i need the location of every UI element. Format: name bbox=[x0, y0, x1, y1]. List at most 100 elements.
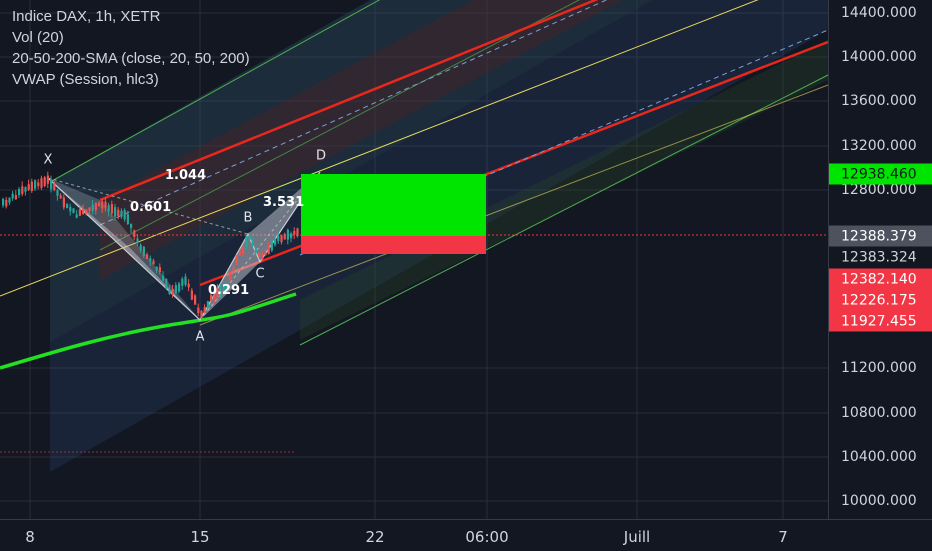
candle-body bbox=[94, 202, 97, 211]
candle-body bbox=[50, 179, 53, 190]
candle-body bbox=[274, 238, 277, 245]
candle-body bbox=[149, 258, 152, 262]
candle-body bbox=[126, 214, 129, 225]
point-d-label: D bbox=[315, 148, 327, 164]
price-scale[interactable]: 14400.000 14000.000 13600.000 13200.000 … bbox=[828, 0, 932, 519]
candle-body bbox=[251, 239, 254, 246]
candle-body bbox=[267, 245, 270, 255]
candle-body bbox=[91, 204, 94, 211]
candlesticks bbox=[2, 171, 299, 321]
ratio-label-4: 0.291 bbox=[208, 283, 250, 298]
candle-body bbox=[98, 202, 101, 207]
candle-body bbox=[133, 230, 136, 237]
candle-body bbox=[136, 238, 139, 244]
price-tag-sma: 11927.455 bbox=[829, 310, 932, 332]
candle-body bbox=[219, 288, 222, 298]
time-tick: 15 bbox=[190, 528, 210, 546]
candle-body bbox=[82, 208, 85, 215]
candle-body bbox=[62, 197, 65, 208]
price-tick: 14000.000 bbox=[841, 49, 917, 65]
candle-body bbox=[168, 289, 171, 294]
target-zone[interactable] bbox=[301, 174, 486, 236]
candle-body bbox=[8, 197, 11, 203]
candle-body bbox=[142, 246, 145, 257]
point-x-label: X bbox=[43, 152, 53, 168]
candle-body bbox=[270, 240, 273, 251]
price-tag-sma: 12382.140 bbox=[829, 268, 932, 290]
candle-body bbox=[117, 209, 120, 216]
candle-body bbox=[222, 285, 225, 291]
candle-body bbox=[296, 228, 299, 237]
candle-body bbox=[11, 193, 14, 199]
candle-body bbox=[226, 283, 229, 289]
candle-body bbox=[178, 283, 181, 292]
candle-body bbox=[254, 248, 257, 253]
candle-body bbox=[155, 266, 158, 271]
candle-body bbox=[152, 260, 155, 265]
candle-body bbox=[85, 209, 88, 214]
candle-body bbox=[200, 310, 203, 318]
candle-body bbox=[158, 267, 161, 273]
candle-body bbox=[229, 272, 232, 281]
candle-body bbox=[78, 209, 81, 216]
price-tick: 10800.000 bbox=[841, 405, 917, 421]
legend-symbol[interactable]: Indice DAX, 1h, XETR bbox=[12, 8, 161, 25]
candle-body bbox=[139, 244, 142, 251]
time-tick: 7 bbox=[778, 528, 788, 546]
ratio-label-1: 1.044 bbox=[165, 168, 207, 183]
candle-body bbox=[75, 214, 78, 218]
time-scale[interactable]: 8 15 22 06:00 Juill 7 bbox=[0, 519, 932, 551]
price-tag-target: 12938.460 bbox=[829, 163, 932, 185]
candle-body bbox=[286, 229, 289, 240]
candle-body bbox=[242, 247, 245, 254]
candle-body bbox=[248, 235, 251, 241]
candle-body bbox=[197, 307, 200, 314]
candle-body bbox=[88, 207, 91, 212]
point-c-label: C bbox=[255, 266, 265, 282]
price-tag-level: 12383.324 bbox=[829, 246, 932, 268]
candle-body bbox=[238, 251, 241, 256]
stop-zone[interactable] bbox=[301, 236, 486, 254]
candle-body bbox=[46, 175, 49, 184]
point-a-label: A bbox=[195, 329, 205, 345]
candle-body bbox=[235, 255, 238, 266]
candle-body bbox=[56, 190, 59, 196]
ratio-label-3: 3.531 bbox=[263, 195, 305, 210]
candle-body bbox=[264, 252, 267, 256]
ratio-label-2: 0.601 bbox=[130, 200, 172, 215]
legend-volume[interactable]: Vol (20) bbox=[12, 29, 64, 46]
candle-body bbox=[181, 278, 184, 286]
candle-body bbox=[43, 177, 46, 187]
candle-body bbox=[18, 189, 21, 196]
candle-body bbox=[101, 201, 104, 209]
candle-body bbox=[213, 295, 216, 299]
legend-vwap[interactable]: VWAP (Session, hlc3) bbox=[12, 71, 159, 88]
candle-body bbox=[277, 235, 280, 242]
price-tick: 12800.000 bbox=[841, 182, 917, 198]
candle-body bbox=[245, 237, 248, 248]
candle-body bbox=[120, 210, 123, 217]
legend-sma[interactable]: 20-50-200-SMA (close, 20, 50, 200) bbox=[12, 50, 250, 67]
candle-body bbox=[162, 275, 165, 281]
candle-body bbox=[283, 233, 286, 240]
candle-body bbox=[258, 252, 261, 257]
candle-body bbox=[184, 276, 187, 285]
candle-body bbox=[187, 283, 190, 288]
candle-body bbox=[2, 198, 5, 206]
time-tick: 06:00 bbox=[465, 528, 509, 546]
price-tick: 10000.000 bbox=[841, 493, 917, 509]
candle-body bbox=[280, 235, 283, 243]
candle-body bbox=[53, 183, 56, 191]
candle-body bbox=[69, 207, 72, 212]
candle-body bbox=[146, 254, 149, 260]
candle-body bbox=[37, 182, 40, 187]
chart-legend: Indice DAX, 1h, XETR Vol (20) 20-50-200-… bbox=[12, 6, 250, 90]
candle-body bbox=[210, 294, 213, 302]
price-tag-last: 12388.379 bbox=[829, 225, 932, 247]
candle-body bbox=[114, 207, 117, 217]
grid-lines bbox=[0, 0, 828, 519]
candle-body bbox=[203, 307, 206, 313]
candle-body bbox=[110, 204, 113, 214]
candle-body bbox=[232, 267, 235, 271]
